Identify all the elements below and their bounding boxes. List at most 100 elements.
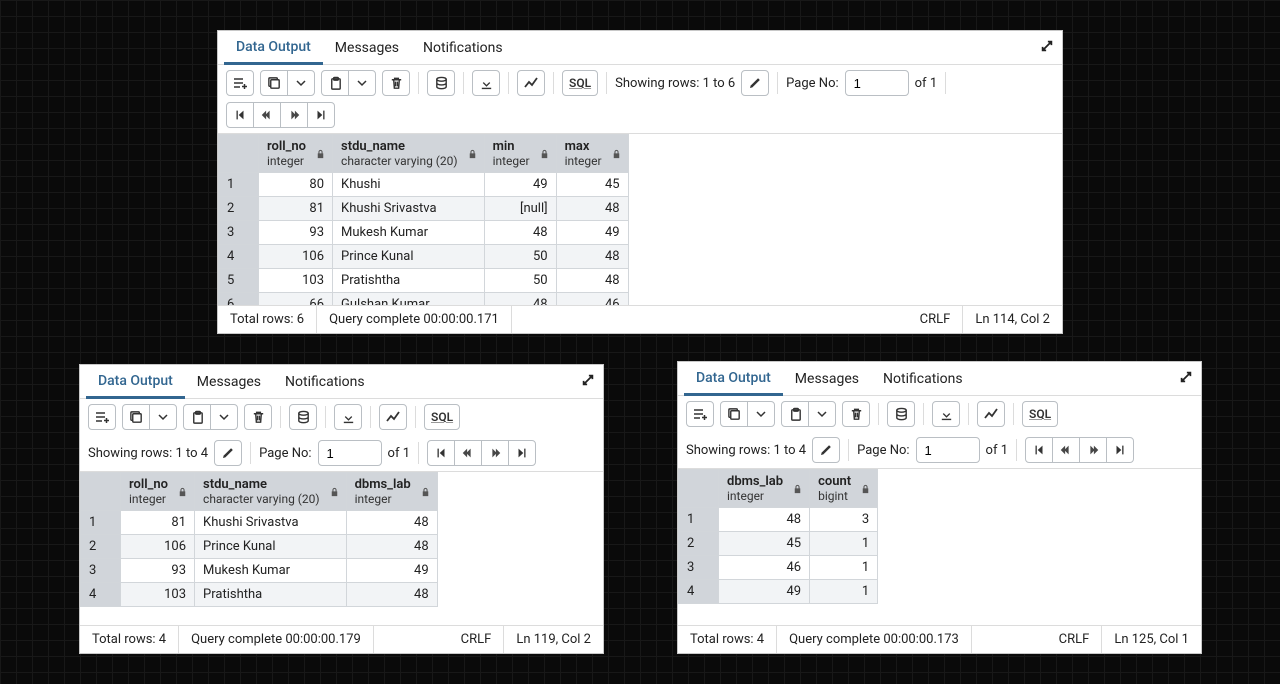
cell[interactable]: 80 xyxy=(259,173,333,197)
column-header[interactable]: max integer xyxy=(556,135,628,173)
column-header[interactable]: stdu_name character varying (20) xyxy=(195,473,347,511)
cell[interactable]: 81 xyxy=(121,511,195,535)
download-button[interactable] xyxy=(334,404,362,430)
next-page-button[interactable] xyxy=(481,440,509,466)
expand-button[interactable] xyxy=(1040,39,1054,53)
chart-button[interactable] xyxy=(517,70,545,96)
cell[interactable]: 93 xyxy=(259,221,333,245)
copy-button[interactable] xyxy=(720,401,748,427)
row-number[interactable]: 3 xyxy=(219,221,259,245)
cell[interactable]: Pratishtha xyxy=(195,583,347,607)
column-header[interactable]: dbms_lab integer xyxy=(719,470,810,508)
cell[interactable]: 49 xyxy=(556,221,628,245)
cell[interactable]: 48 xyxy=(556,269,628,293)
page-input[interactable] xyxy=(916,437,980,463)
copy-menu-button[interactable] xyxy=(149,404,177,430)
delete-button[interactable] xyxy=(382,70,410,96)
paste-button[interactable] xyxy=(321,70,349,96)
row-number[interactable]: 1 xyxy=(219,173,259,197)
next-page-button[interactable] xyxy=(280,102,308,128)
page-input[interactable] xyxy=(318,440,382,466)
column-header[interactable]: roll_no integer xyxy=(121,473,195,511)
row-number[interactable]: 6 xyxy=(219,293,259,306)
row-number[interactable]: 4 xyxy=(679,580,719,604)
page-input[interactable] xyxy=(845,70,909,96)
column-header[interactable]: count bigint xyxy=(810,470,878,508)
row-number[interactable]: 5 xyxy=(219,269,259,293)
cell[interactable]: 48 xyxy=(556,245,628,269)
last-page-button[interactable] xyxy=(307,102,335,128)
delete-button[interactable] xyxy=(244,404,272,430)
row-number[interactable]: 1 xyxy=(679,508,719,532)
save-data-button[interactable] xyxy=(427,70,455,96)
column-header[interactable]: stdu_name character varying (20) xyxy=(333,135,485,173)
column-header[interactable]: roll_no integer xyxy=(259,135,333,173)
cell[interactable]: 48 xyxy=(346,511,437,535)
cell[interactable]: 48 xyxy=(484,221,556,245)
tab-messages[interactable]: Messages xyxy=(185,366,273,397)
cell[interactable]: 93 xyxy=(121,559,195,583)
cell[interactable]: 1 xyxy=(810,532,878,556)
column-header[interactable]: dbms_lab integer xyxy=(346,473,437,511)
row-number[interactable]: 2 xyxy=(219,197,259,221)
save-data-button[interactable] xyxy=(887,401,915,427)
delete-button[interactable] xyxy=(842,401,870,427)
cell[interactable]: 45 xyxy=(556,173,628,197)
copy-menu-button[interactable] xyxy=(747,401,775,427)
cell[interactable]: Khushi xyxy=(333,173,485,197)
expand-button[interactable] xyxy=(581,373,595,387)
last-page-button[interactable] xyxy=(508,440,536,466)
cell[interactable]: Mukesh Kumar xyxy=(195,559,347,583)
cell[interactable]: 103 xyxy=(259,269,333,293)
row-number[interactable]: 3 xyxy=(679,556,719,580)
cell[interactable]: [null] xyxy=(484,197,556,221)
row-number[interactable]: 2 xyxy=(81,535,121,559)
add-row-button[interactable] xyxy=(686,401,714,427)
cell[interactable]: 49 xyxy=(719,580,810,604)
copy-menu-button[interactable] xyxy=(287,70,315,96)
paste-menu-button[interactable] xyxy=(808,401,836,427)
row-number[interactable]: 4 xyxy=(81,583,121,607)
cell[interactable]: 49 xyxy=(346,559,437,583)
cell[interactable]: 48 xyxy=(346,535,437,559)
prev-page-button[interactable] xyxy=(1052,437,1080,463)
row-number[interactable]: 3 xyxy=(81,559,121,583)
cell[interactable]: Prince Kunal xyxy=(333,245,485,269)
download-button[interactable] xyxy=(932,401,960,427)
sql-button[interactable]: SQL xyxy=(424,404,460,430)
tab-data-output[interactable]: Data Output xyxy=(86,365,185,399)
edit-button[interactable] xyxy=(812,437,840,463)
cell[interactable]: 49 xyxy=(484,173,556,197)
prev-page-button[interactable] xyxy=(454,440,482,466)
tab-notifications[interactable]: Notifications xyxy=(411,32,515,63)
save-data-button[interactable] xyxy=(289,404,317,430)
cell[interactable]: 46 xyxy=(719,556,810,580)
add-row-button[interactable] xyxy=(226,70,254,96)
next-page-button[interactable] xyxy=(1079,437,1107,463)
cell[interactable]: Khushi Srivastva xyxy=(333,197,485,221)
tab-notifications[interactable]: Notifications xyxy=(273,366,377,397)
first-page-button[interactable] xyxy=(1025,437,1053,463)
cell[interactable]: 45 xyxy=(719,532,810,556)
tab-notifications[interactable]: Notifications xyxy=(871,363,975,394)
edit-button[interactable] xyxy=(741,70,769,96)
cell[interactable]: 3 xyxy=(810,508,878,532)
copy-button[interactable] xyxy=(260,70,288,96)
edit-button[interactable] xyxy=(214,440,242,466)
copy-button[interactable] xyxy=(122,404,150,430)
prev-page-button[interactable] xyxy=(253,102,281,128)
cell[interactable]: 106 xyxy=(259,245,333,269)
tab-messages[interactable]: Messages xyxy=(783,363,871,394)
row-number[interactable]: 2 xyxy=(679,532,719,556)
cell[interactable]: 46 xyxy=(556,293,628,306)
cell[interactable]: 106 xyxy=(121,535,195,559)
cell[interactable]: Khushi Srivastva xyxy=(195,511,347,535)
cell[interactable]: 48 xyxy=(556,197,628,221)
row-number[interactable]: 1 xyxy=(81,511,121,535)
paste-button[interactable] xyxy=(183,404,211,430)
cell[interactable]: Prince Kunal xyxy=(195,535,347,559)
first-page-button[interactable] xyxy=(427,440,455,466)
cell[interactable]: 81 xyxy=(259,197,333,221)
first-page-button[interactable] xyxy=(226,102,254,128)
cell[interactable]: 1 xyxy=(810,556,878,580)
